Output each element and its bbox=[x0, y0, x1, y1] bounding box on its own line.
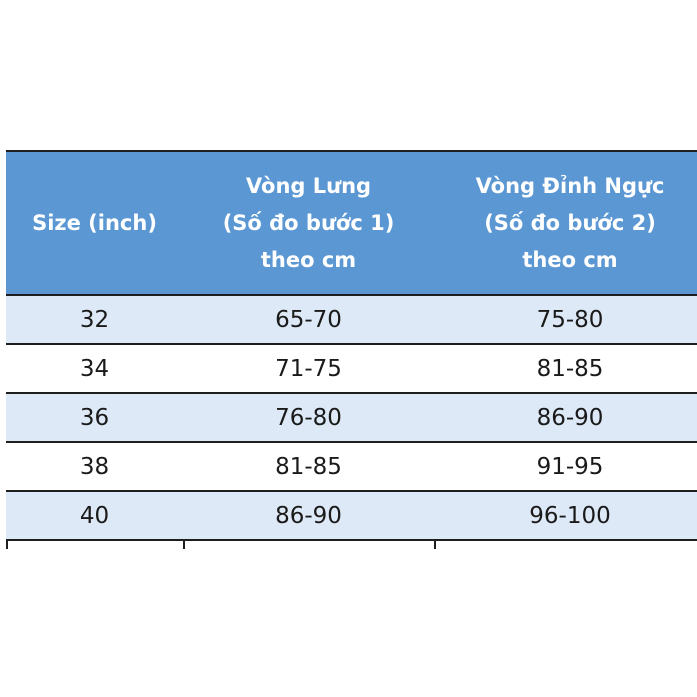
row-stub bbox=[183, 541, 185, 549]
body-cell: 32 bbox=[6, 296, 185, 345]
body-cell: 36 bbox=[6, 394, 185, 443]
header-cell: Vòng Lưng (Số đo bước 1) theo cm bbox=[183, 150, 436, 296]
body-cell: 81-85 bbox=[434, 345, 697, 394]
body-cell: 81-85 bbox=[183, 443, 436, 492]
size-table: Size (inch) Vòng Lưng (Số đo bước 1) theo c… bbox=[6, 150, 697, 552]
header-cell: Vòng Đỉnh Ngực (Số đo bước 2) theo cm bbox=[434, 150, 697, 296]
header-cell: Size (inch) bbox=[6, 150, 185, 296]
body-cell: 86-90 bbox=[183, 492, 436, 541]
body-cell: 40 bbox=[6, 492, 185, 541]
body-cell: 65-70 bbox=[183, 296, 436, 345]
header-text: (Số đo bước 1) bbox=[222, 210, 395, 235]
header-text: theo cm bbox=[260, 247, 357, 272]
body-cell: 76-80 bbox=[183, 394, 436, 443]
body-cell: 75-80 bbox=[434, 296, 697, 345]
body-cell: 71-75 bbox=[183, 345, 436, 394]
header-text: Vòng Lưng bbox=[245, 173, 372, 198]
row-stub bbox=[434, 541, 436, 549]
body-cell: 96-100 bbox=[434, 492, 697, 541]
body-cell: 86-90 bbox=[434, 394, 697, 443]
body-cell: 91-95 bbox=[434, 443, 697, 492]
header-text: (Số đo bước 2) bbox=[484, 210, 656, 235]
header-text: Size (inch) bbox=[32, 210, 157, 235]
header-text: theo cm bbox=[522, 247, 618, 272]
body-cell: 38 bbox=[6, 443, 185, 492]
row-stub bbox=[6, 541, 8, 549]
header-text: Vòng Đỉnh Ngực bbox=[475, 173, 665, 198]
body-cell: 34 bbox=[6, 345, 185, 394]
